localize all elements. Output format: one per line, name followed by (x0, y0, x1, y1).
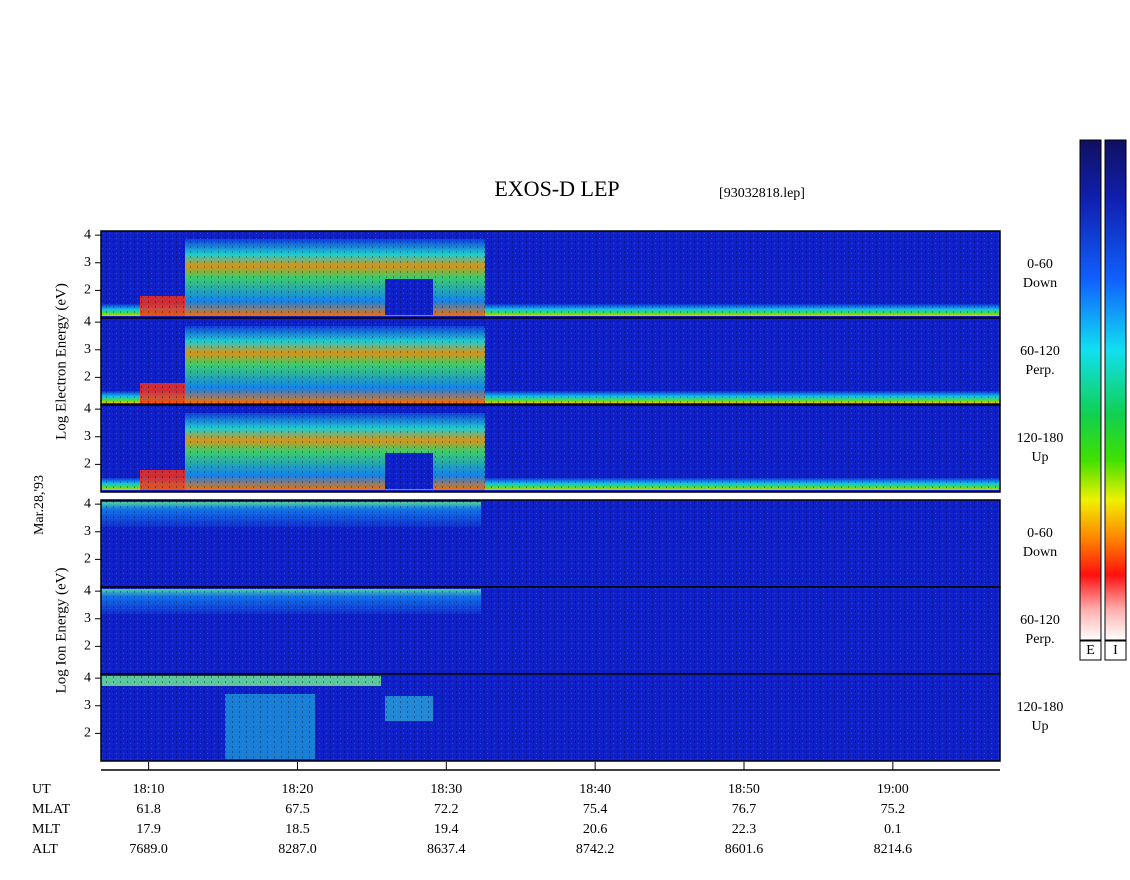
spectrogram-noise (101, 231, 1000, 318)
colorbar-label: E (1086, 643, 1095, 658)
spectrogram-noise (101, 500, 1000, 587)
date-label: Mar.28,'93 (32, 475, 47, 535)
x-tick-label: 18:30 (430, 782, 462, 797)
y-tick-label: 3 (84, 255, 91, 270)
ephemeris-value: 8214.6 (874, 842, 913, 857)
y-tick-label: 3 (84, 342, 91, 357)
panel-angle: 0-60 (1027, 257, 1053, 272)
ephemeris-value: 0.1 (884, 822, 902, 837)
ephemeris-name: MLT (32, 822, 61, 837)
colorbar-label-box (1104, 640, 1127, 661)
y-tick-label: 3 (84, 429, 91, 444)
y-tick-label: 2 (84, 726, 91, 741)
ephemeris-value: 8601.6 (725, 842, 764, 857)
y-tick-label: 2 (84, 552, 91, 567)
y-tick-label: 3 (84, 524, 91, 539)
chart-title: EXOS-D LEP (494, 176, 619, 201)
spectrogram-noise (101, 318, 1000, 405)
colorbar (1104, 139, 1127, 641)
ephemeris-value: 67.5 (285, 802, 310, 817)
panel-frame (100, 404, 1001, 493)
panel-angle: 0-60 (1027, 526, 1053, 541)
ephemeris-value: 22.3 (732, 822, 757, 837)
spectrogram-noise (101, 674, 1000, 761)
panel-direction: Up (1031, 719, 1048, 734)
y-tick-label: 2 (84, 370, 91, 385)
x-tick-label: 18:50 (728, 782, 760, 797)
y-tick-label: 3 (84, 698, 91, 713)
panel-direction: Perp. (1025, 363, 1054, 378)
ephemeris-name: ALT (32, 842, 58, 857)
colorbar-label-box (1079, 640, 1102, 661)
ephemeris-value: 8637.4 (427, 842, 466, 857)
colorbar-label: I (1113, 643, 1118, 658)
panel-direction: Down (1023, 545, 1057, 560)
y-tick-label: 2 (84, 283, 91, 298)
x-tick-label: 18:20 (282, 782, 314, 797)
panel-frame (100, 673, 1001, 762)
panel-direction: Down (1023, 276, 1057, 291)
y-tick-label: 4 (84, 227, 91, 242)
spectrogram-noise (101, 405, 1000, 492)
panel-angle: 60-120 (1020, 344, 1060, 359)
ephemeris-value: 76.7 (732, 802, 757, 817)
panel-direction: Perp. (1025, 632, 1054, 647)
y-tick-label: 3 (84, 611, 91, 626)
x-axis-label: UT (32, 782, 51, 797)
ephemeris-value: 8742.2 (576, 842, 615, 857)
y-tick-label: 2 (84, 457, 91, 472)
y-tick-label: 2 (84, 639, 91, 654)
colorbar (1079, 139, 1102, 641)
panel-angle: 120-180 (1017, 700, 1064, 715)
ephemeris-value: 18.5 (285, 822, 310, 837)
x-tick-label: 18:10 (133, 782, 165, 797)
ephemeris-value: 75.4 (583, 802, 608, 817)
panel-direction: Up (1031, 450, 1048, 465)
ephemeris-value: 19.4 (434, 822, 459, 837)
y-tick-label: 4 (84, 496, 91, 511)
ephemeris-value: 61.8 (136, 802, 161, 817)
y-tick-label: 4 (84, 583, 91, 598)
x-tick-label: 18:40 (579, 782, 611, 797)
spectrogram-noise (101, 587, 1000, 674)
y-axis-label: Log Ion Energy (eV) (53, 568, 69, 694)
y-tick-label: 4 (84, 670, 91, 685)
y-tick-label: 4 (84, 401, 91, 416)
subtitle: [93032818.lep] (719, 186, 805, 201)
y-tick-label: 4 (84, 314, 91, 329)
panel-angle: 120-180 (1017, 431, 1064, 446)
x-tick-label: 19:00 (877, 782, 909, 797)
ephemeris-value: 7689.0 (129, 842, 168, 857)
y-axis-label: Log Electron Energy (eV) (53, 283, 69, 440)
ephemeris-value: 17.9 (136, 822, 161, 837)
ephemeris-name: MLAT (32, 802, 71, 817)
ephemeris-value: 72.2 (434, 802, 459, 817)
ephemeris-value: 8287.0 (278, 842, 317, 857)
panel-angle: 60-120 (1020, 613, 1060, 628)
ephemeris-value: 75.2 (881, 802, 906, 817)
ephemeris-value: 20.6 (583, 822, 608, 837)
